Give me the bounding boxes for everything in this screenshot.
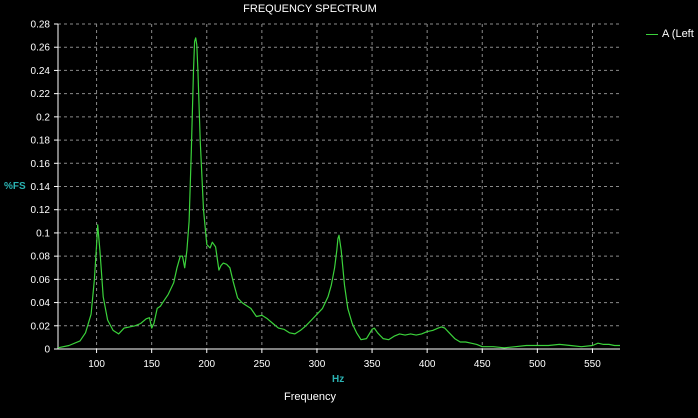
y-axis-label: %FS (4, 181, 26, 192)
y-tick-label: 0.28 (31, 20, 51, 31)
x-tick-label: 150 (143, 359, 160, 370)
y-tick-label: 0.1 (36, 228, 50, 239)
x-tick-label: 500 (529, 359, 546, 370)
x-tick-label: 550 (584, 359, 601, 370)
y-tick-label: 0.12 (31, 205, 51, 216)
y-tick-label: 0.08 (31, 252, 51, 263)
series-line (57, 37, 620, 349)
x-tick-label: 100 (88, 359, 105, 370)
y-tick-label: 0 (44, 345, 50, 356)
legend-label: A (Left (662, 28, 694, 40)
x-axis-unit-label: Hz (332, 374, 345, 385)
x-tick-label: 300 (309, 359, 326, 370)
x-tick-label: 400 (419, 359, 436, 370)
x-tick-label: 450 (474, 359, 491, 370)
y-tick-label: 0.02 (31, 321, 51, 332)
x-tick-label: 350 (364, 359, 381, 370)
legend-swatch (646, 34, 658, 35)
x-tick-label: 250 (254, 359, 271, 370)
y-tick-label: 0.22 (31, 89, 51, 100)
x-axis-label: Frequency (284, 391, 336, 403)
y-tick-label: 0.14 (31, 182, 51, 193)
chart-title: FREQUENCY SPECTRUM (243, 3, 377, 15)
y-tick-label: 0.26 (31, 43, 51, 54)
y-tick-label: 0.16 (31, 159, 51, 170)
y-tick-label: 0.24 (31, 66, 51, 77)
y-tick-label: 0.18 (31, 136, 51, 147)
y-tick-label: 0.04 (31, 298, 51, 309)
y-tick-label: 0.06 (31, 275, 51, 286)
y-tick-label: 0.2 (36, 112, 50, 123)
x-tick-label: 200 (198, 359, 215, 370)
legend: A (Left (640, 27, 698, 45)
